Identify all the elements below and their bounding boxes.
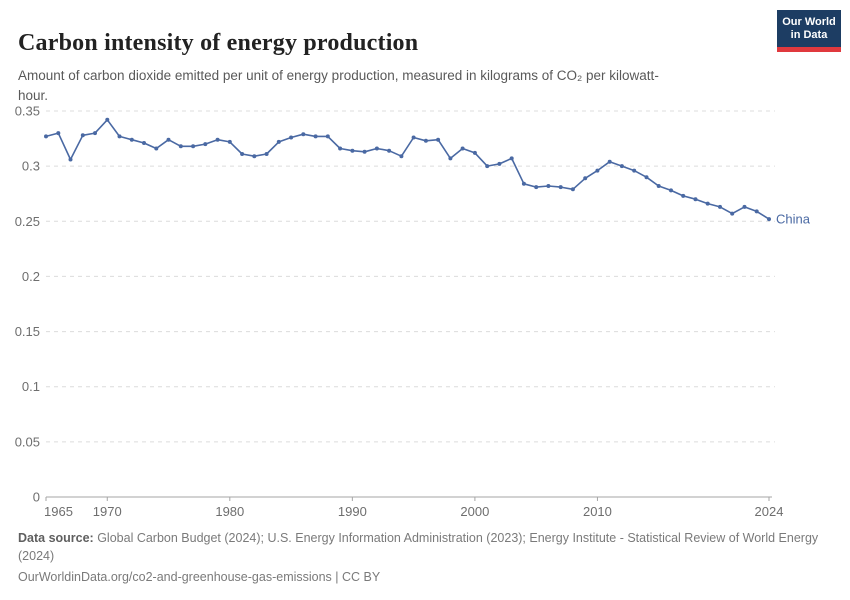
data-point-1997 [436,137,441,142]
data-point-2014 [644,175,649,180]
data-point-1967 [68,157,73,162]
data-point-2008 [570,187,575,192]
data-point-2020 [718,204,722,209]
data-point-1992 [374,146,379,151]
y-tick-label-0.35: 0.35 [15,104,40,119]
data-point-1975 [166,137,171,142]
data-point-2018 [693,197,698,202]
x-tick-label-1965: 1965 [44,504,73,519]
data-point-1995 [411,135,416,140]
data-point-1980 [227,139,232,144]
data-source-line: Data source: Global Carbon Budget (2024)… [18,530,832,565]
data-source-label: Data source: [18,531,94,545]
y-tick-label-0.2: 0.2 [22,269,40,284]
data-point-1982 [252,154,257,159]
data-point-1973 [142,141,146,145]
data-point-2009 [583,176,588,181]
data-point-1977 [191,144,196,149]
data-point-1981 [240,152,245,156]
data-point-1990 [350,148,355,153]
data-point-1987 [313,134,318,139]
data-point-1968 [80,133,85,138]
data-point-1993 [387,148,392,153]
series-line-china [45,119,770,220]
x-tick-label-2024: 2024 [755,504,784,519]
data-point-2017 [681,193,686,198]
data-point-1976 [178,144,183,149]
chart-subtitle: Amount of carbon dioxide emitted per uni… [18,67,659,103]
data-point-2012 [619,164,624,169]
data-point-2000 [472,150,477,155]
data-point-1988 [325,134,330,139]
data-point-2013 [632,168,637,173]
page-title: Carbon intensity of energy production [18,30,419,57]
y-tick-label-0.25: 0.25 [15,214,40,229]
data-point-2007 [558,185,563,190]
data-point-2016 [669,188,673,193]
x-tick-label-1990: 1990 [338,504,367,519]
data-point-2003 [509,156,514,161]
chart-footer: Data source: Global Carbon Budget (2024)… [18,530,832,587]
data-point-2019 [705,201,710,206]
owid-url-link[interactable]: OurWorldinData.org/co2-and-greenhouse-ga… [18,570,381,584]
data-point-2006 [546,184,551,188]
data-point-1999 [460,146,465,151]
data-point-1966 [56,131,61,136]
data-point-1984 [276,139,281,144]
data-point-2002 [497,161,502,166]
y-tick-label-0: 0 [33,490,40,505]
data-point-2023 [754,209,759,214]
data-point-1985 [289,135,294,140]
data-point-2024 [767,217,771,222]
data-point-2001 [485,164,490,169]
owid-logo-line1: Our World [782,16,836,28]
data-point-1969 [93,131,97,136]
data-point-1979 [215,137,220,142]
data-point-1970 [105,117,110,122]
y-tick-label-0.15: 0.15 [15,324,40,339]
data-point-1983 [264,152,269,156]
data-point-1991 [362,149,367,154]
owid-logo[interactable]: Our World in Data [777,10,841,52]
data-point-1986 [301,132,306,137]
data-point-1996 [423,138,428,143]
data-point-1978 [203,142,208,147]
y-tick-label-0.1: 0.1 [22,379,40,394]
data-point-2004 [521,181,526,186]
data-point-2011 [607,159,612,164]
data-point-1974 [154,146,159,151]
data-point-1994 [399,154,404,159]
data-point-2005 [534,185,539,190]
x-tick-label-1970: 1970 [93,504,122,519]
data-point-2010 [595,168,600,173]
y-tick-label-0.05: 0.05 [15,434,40,449]
x-tick-label-2010: 2010 [583,504,612,519]
series-end-label-china: China [776,212,811,227]
y-tick-label-0.3: 0.3 [22,159,40,174]
data-point-1998 [448,156,453,161]
data-point-1972 [129,137,134,142]
data-point-2015 [656,184,661,188]
data-point-2022 [742,204,747,209]
owid-logo-line2: in Data [790,29,828,41]
data-point-2021 [730,211,735,216]
data-point-1989 [338,146,343,151]
data-point-1965 [44,134,48,139]
x-tick-label-1980: 1980 [215,504,244,519]
x-tick-label-2000: 2000 [460,504,489,519]
data-source-text: Global Carbon Budget (2024); U.S. Energy… [18,531,819,563]
data-point-1971 [117,134,122,139]
